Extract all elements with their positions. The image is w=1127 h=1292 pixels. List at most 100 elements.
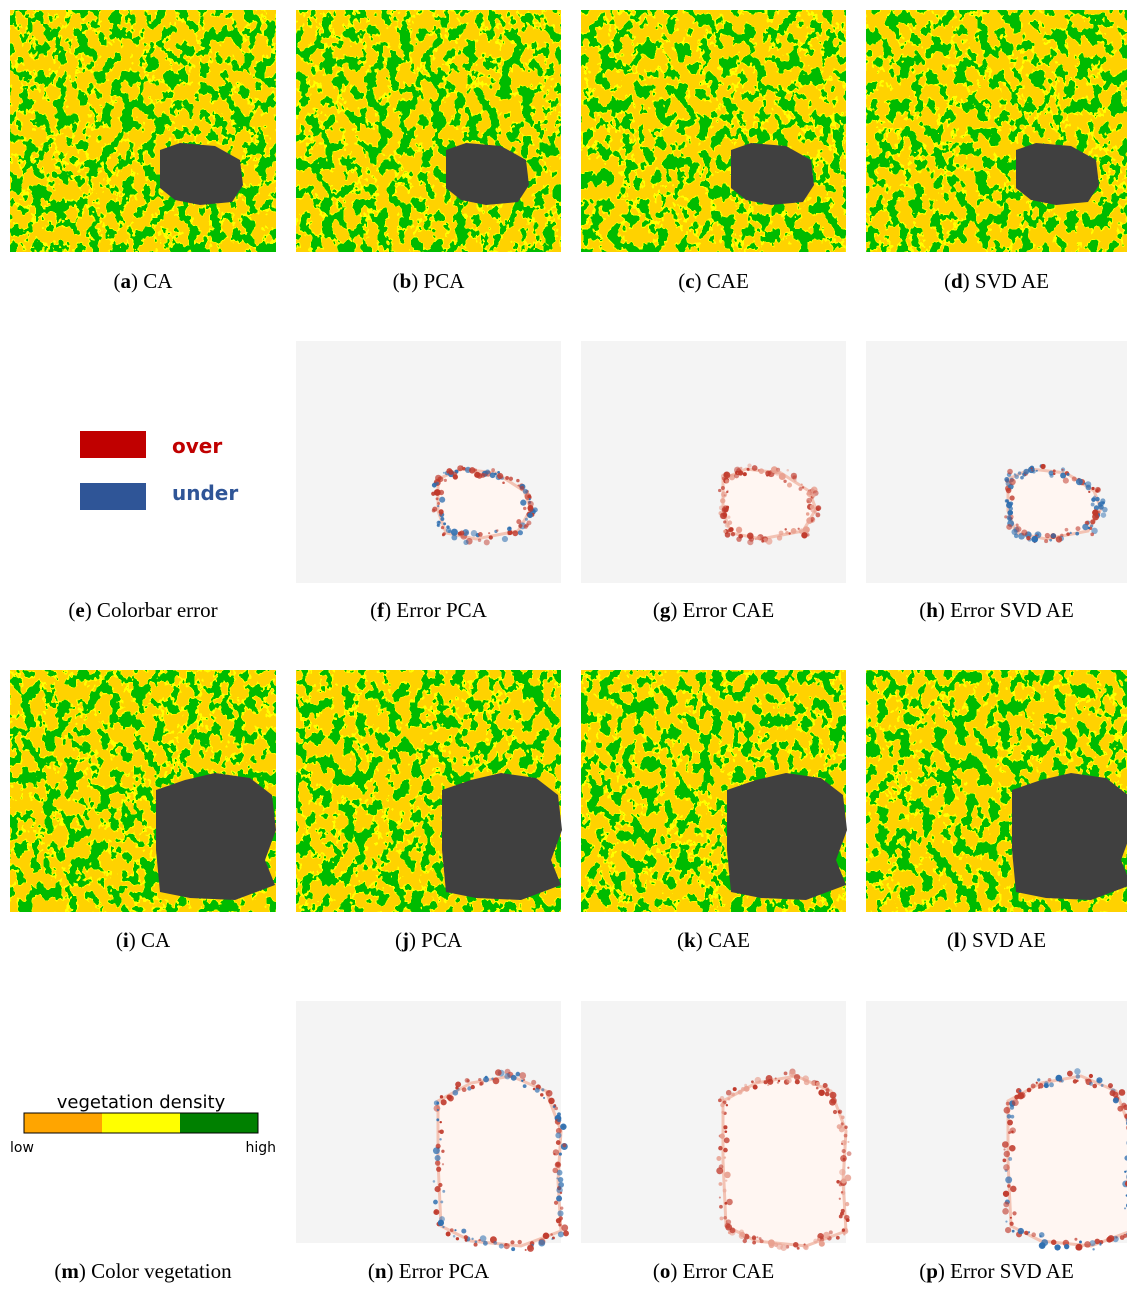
error-speck: [560, 1124, 566, 1130]
error-speck: [1031, 536, 1038, 543]
error-speck: [471, 1085, 475, 1089]
error-speck: [1006, 499, 1009, 502]
error-speck: [525, 1249, 527, 1251]
error-speck: [437, 505, 439, 507]
error-speck: [1010, 1222, 1014, 1226]
error-speck: [1005, 1227, 1011, 1233]
error-speck: [1076, 478, 1083, 485]
error-speck: [727, 1098, 730, 1101]
error-speck: [847, 1167, 849, 1169]
error-speck: [446, 525, 449, 528]
colorbar-segment: [24, 1113, 102, 1133]
error-speck: [1075, 532, 1079, 536]
error-speck: [718, 1146, 722, 1150]
error-speck: [731, 532, 735, 536]
error-speck: [452, 1090, 458, 1096]
error-speck: [480, 473, 485, 478]
error-speck: [1010, 495, 1015, 500]
caption: (j) PCA: [395, 928, 463, 952]
error-speck: [465, 1239, 467, 1241]
error-speck: [1084, 1241, 1091, 1248]
error-speck: [561, 1224, 568, 1231]
error-speck: [557, 1118, 561, 1122]
error-speck: [453, 472, 458, 477]
map-texture: [10, 10, 276, 252]
error-speck: [558, 1223, 561, 1226]
error-speck: [1003, 1148, 1005, 1150]
error-speck: [510, 1240, 514, 1244]
error-speck: [716, 1156, 721, 1161]
error-speck: [440, 1095, 443, 1098]
caption-letter: n: [375, 1259, 387, 1283]
error-speck: [806, 492, 810, 496]
caption-open: (: [678, 269, 685, 293]
error-speck: [433, 1209, 439, 1215]
error-speck: [453, 1235, 456, 1238]
error-speck: [839, 1198, 841, 1200]
error-speck: [1004, 1107, 1011, 1114]
error-speck: [1020, 476, 1024, 480]
caption-open: (: [368, 1259, 375, 1283]
error-speck: [1018, 471, 1022, 475]
error-speck: [535, 1088, 540, 1093]
error-speck: [550, 1233, 553, 1236]
error-speck: [744, 1086, 750, 1092]
error-speck: [465, 1078, 470, 1083]
error-speck: [1012, 1099, 1019, 1106]
error-speck: [1088, 527, 1090, 529]
error-speck: [1039, 1242, 1046, 1249]
error-region: [438, 1076, 561, 1246]
colorbar-segment: [102, 1113, 180, 1133]
error-speck: [1084, 483, 1086, 485]
caption-open: (: [919, 1259, 926, 1283]
error-speck: [485, 1076, 488, 1079]
error-speck: [502, 536, 508, 542]
error-speck: [1102, 507, 1108, 513]
error-speck: [434, 1105, 441, 1112]
error-speck: [527, 513, 533, 519]
caption-open: (: [947, 928, 954, 952]
caption-open: (: [653, 598, 660, 622]
error-speck: [1009, 479, 1016, 486]
error-speck: [1031, 1232, 1036, 1237]
error-speck: [794, 1074, 800, 1080]
error-speck: [775, 1077, 777, 1079]
caption: (n) Error PCA: [368, 1259, 490, 1283]
error-speck: [557, 1210, 563, 1216]
error-speck: [1010, 511, 1013, 514]
caption-text: ) Error CAE: [670, 1259, 774, 1283]
error-speck: [439, 1138, 441, 1140]
error-speck: [779, 473, 786, 480]
caption-letter: c: [685, 269, 694, 293]
error-speck: [801, 484, 803, 486]
error-speck: [525, 518, 528, 521]
error-speck: [518, 524, 522, 528]
error-speck: [543, 1097, 545, 1099]
error-speck: [1003, 1202, 1009, 1208]
error-speck: [435, 1186, 441, 1192]
caption-letter: a: [121, 269, 132, 293]
caption-text: ) Colorbar error: [85, 598, 218, 622]
error-speck: [511, 1247, 515, 1251]
error-speck: [1106, 1237, 1112, 1243]
error-speck: [719, 1133, 724, 1138]
caption: (k) CAE: [677, 928, 750, 952]
error-speck: [768, 1239, 775, 1246]
error-speck: [529, 498, 531, 500]
error-speck: [829, 1099, 836, 1106]
error-speck: [528, 507, 533, 512]
error-speck: [1101, 512, 1107, 518]
error-speck: [458, 532, 462, 536]
error-speck: [724, 1137, 730, 1143]
caption-letter: h: [926, 598, 938, 622]
error-speck: [439, 497, 445, 503]
error-speck: [1004, 477, 1009, 482]
error-speck: [446, 1232, 451, 1237]
caption-text: ) CAE: [696, 928, 750, 952]
error-speck: [523, 1084, 527, 1088]
error-speck: [751, 1080, 754, 1083]
error-speck: [816, 1087, 819, 1090]
error-speck: [1056, 536, 1062, 542]
caption-text: ) PCA: [411, 269, 465, 293]
error-speck: [440, 1121, 442, 1123]
